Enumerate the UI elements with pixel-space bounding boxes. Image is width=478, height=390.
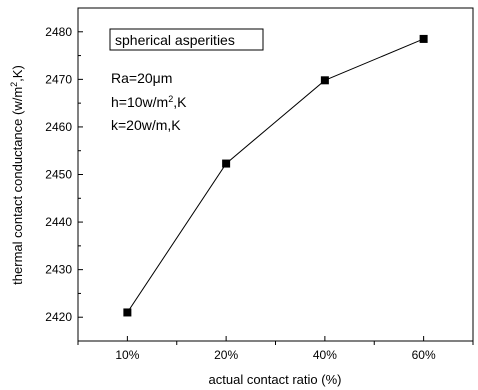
x-tick-label: 40% (313, 348, 337, 362)
annotation-k: k=20w/m,K (111, 117, 181, 133)
annotation-box (109, 28, 264, 51)
annotation-h-superscript: 2 (168, 94, 173, 104)
data-point (123, 308, 132, 317)
annotation-box-label: spherical asperities (115, 32, 235, 48)
y-axis-title-superscript: 2 (9, 82, 19, 87)
x-tick-label: 60% (412, 348, 436, 362)
plot-frame (77, 7, 474, 342)
y-tick-label: 2440 (45, 215, 72, 229)
y-axis-title: thermal contact conductance (w/m2,K) (9, 65, 25, 285)
y-tick-label: 2460 (45, 120, 72, 134)
y-tick-label: 2420 (45, 310, 72, 324)
x-tick-label: 10% (115, 348, 139, 362)
data-point (320, 76, 329, 85)
annotation-h: h=10w/m2,K (111, 94, 187, 110)
x-axis: 10% 20% 40% 60% (77, 336, 474, 362)
y-tick-label: 2480 (45, 25, 72, 39)
series-line (126, 38, 424, 313)
data-point (222, 159, 231, 168)
y-axis: 2420 2430 2440 2450 2460 2470 2480 (45, 25, 83, 324)
annotation-ra: Ra=20μm (111, 70, 172, 86)
y-tick-label: 2450 (45, 168, 72, 182)
x-axis-title: actual contact ratio (%) (209, 372, 342, 387)
x-tick-label: 20% (214, 348, 238, 362)
data-point (419, 34, 428, 43)
series (123, 34, 428, 317)
y-tick-label: 2470 (45, 72, 72, 86)
y-tick-label: 2430 (45, 263, 72, 277)
